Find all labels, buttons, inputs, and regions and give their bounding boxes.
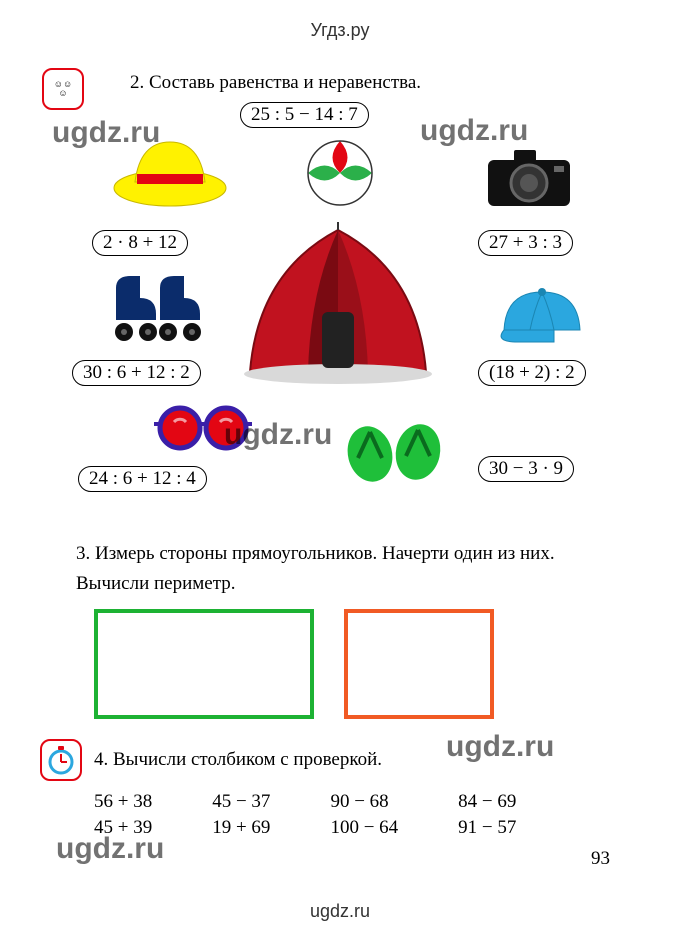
expr-flipflops: 30 − 3 · 9 (478, 456, 574, 482)
expr-cap: (18 + 2) : 2 (478, 360, 586, 386)
ball-icon (305, 138, 375, 208)
tent-icon (238, 222, 438, 392)
problem-cell: 84 − 69 (458, 791, 516, 813)
task3-heading: 3. Измерь стороны прямоугольников. Начер… (40, 542, 640, 567)
rectangles-row (94, 609, 640, 719)
task2-heading: 2. Составь равенства и неравенства. (94, 71, 421, 96)
site-header: Угдз.ру (40, 20, 640, 41)
expr-top: 25 : 5 − 14 : 7 (240, 102, 369, 128)
expr-skates: 30 : 6 + 12 : 2 (72, 360, 201, 386)
problems-col-3: 90 − 68 100 − 64 (330, 791, 398, 839)
site-footer: ugdz.ru (0, 901, 680, 922)
problem-cell: 91 − 57 (458, 817, 516, 839)
expr-hat: 2 · 8 + 12 (92, 230, 188, 256)
problem-cell: 45 − 37 (212, 791, 270, 813)
sun-hat-icon (110, 130, 230, 210)
problem-cell: 19 + 69 (212, 817, 270, 839)
sunglasses-icon (148, 402, 258, 452)
problems-col-4: 84 − 69 91 − 57 (458, 791, 516, 839)
cap-icon (494, 282, 594, 348)
roller-skates-icon (108, 270, 208, 348)
task3-number: 3. (76, 543, 90, 564)
expr-glasses: 24 : 6 + 12 : 4 (78, 466, 207, 492)
problems-col-1: 56 + 38 45 + 39 (94, 791, 152, 839)
page-number: 93 (591, 848, 610, 870)
task4-problems: 56 + 38 45 + 39 45 − 37 19 + 69 90 − 68 … (94, 791, 640, 839)
task2-number: 2. (130, 72, 144, 93)
problem-cell: 100 − 64 (330, 817, 398, 839)
task2-text: Составь равенства и неравенства. (149, 72, 421, 93)
problem-cell: 90 − 68 (330, 791, 398, 813)
task3-line2: Вычисли периметр. (40, 572, 640, 597)
problem-cell: 56 + 38 (94, 791, 152, 813)
stopwatch-icon (40, 739, 82, 781)
flip-flops-icon (340, 418, 450, 484)
expr-camera: 27 + 3 : 3 (478, 230, 573, 256)
task4-heading: 4. Вычисли столбиком с проверкой. (94, 749, 382, 771)
problem-cell: 45 + 39 (94, 817, 152, 839)
task3-line1: Измерь стороны прямоугольников. Начерти … (95, 543, 555, 564)
problems-col-2: 45 − 37 19 + 69 (212, 791, 270, 839)
task4-number: 4. (94, 749, 108, 770)
task2-scene: 25 : 5 − 14 : 7 2 · 8 + 12 (40, 102, 640, 542)
rectangle-green (94, 609, 314, 719)
camera-icon (484, 148, 574, 210)
rectangle-orange (344, 609, 494, 719)
task4-text: Вычисли столбиком с проверкой. (113, 749, 382, 770)
